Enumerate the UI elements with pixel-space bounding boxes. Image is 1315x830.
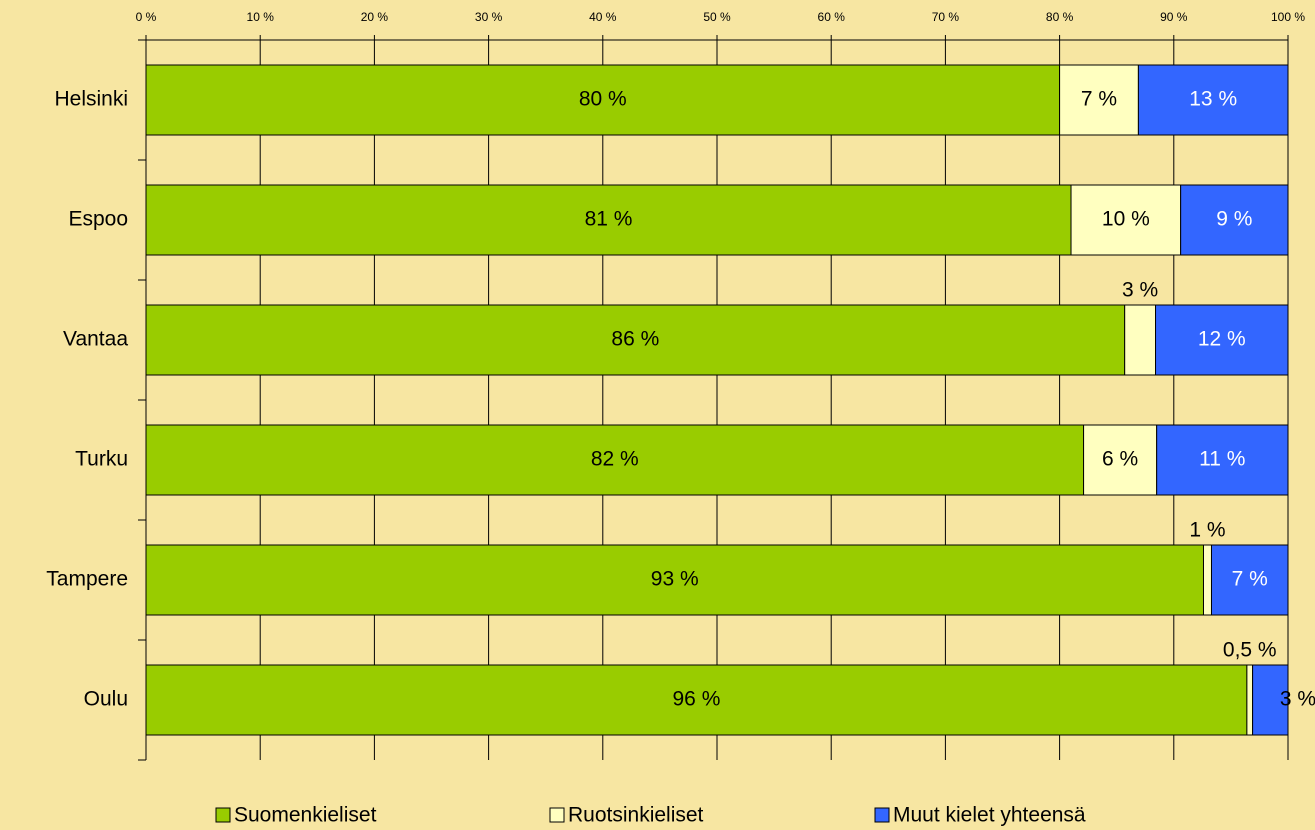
category-label: Vantaa xyxy=(63,328,128,351)
value-label: 80 % xyxy=(579,88,627,111)
bar-segment xyxy=(145,664,1248,736)
bar-segment xyxy=(145,424,1085,496)
value-label: 3 % xyxy=(1122,279,1158,302)
category-label: Tampere xyxy=(46,568,128,591)
category-label: Espoo xyxy=(68,208,128,231)
bar-segment xyxy=(1156,424,1289,496)
x-tick-label: 10 % xyxy=(247,10,275,24)
value-label: 6 % xyxy=(1102,448,1138,471)
bar-segment xyxy=(1246,664,1254,736)
value-label: 86 % xyxy=(611,328,659,351)
x-tick-label: 70 % xyxy=(932,10,960,24)
legend-swatch xyxy=(549,807,565,823)
value-label: 11 % xyxy=(1199,448,1245,471)
category-label: Helsinki xyxy=(54,88,128,111)
value-label: 0,5 % xyxy=(1223,639,1277,662)
bar-segment xyxy=(1210,544,1289,616)
bar-segment xyxy=(1124,304,1157,376)
category-label: Turku xyxy=(75,448,128,471)
legend-label: Muut kielet yhteensä xyxy=(893,804,1086,827)
bar-segment xyxy=(1180,184,1289,256)
value-label: 1 % xyxy=(1189,519,1225,542)
x-tick-label: 40 % xyxy=(589,10,617,24)
value-label: 93 % xyxy=(651,568,699,591)
x-tick-label: 20 % xyxy=(361,10,389,24)
value-label: 96 % xyxy=(673,688,721,711)
legend-swatch xyxy=(215,807,231,823)
value-label: 7 % xyxy=(1081,88,1117,111)
bar-segment xyxy=(1202,544,1212,616)
value-label: 7 % xyxy=(1232,568,1268,591)
legend-label: Ruotsinkieliset xyxy=(568,804,704,827)
bar-segment xyxy=(1252,664,1289,736)
value-label: 12 % xyxy=(1198,328,1246,351)
value-label: 9 % xyxy=(1216,208,1252,231)
value-label: 13 % xyxy=(1189,88,1237,111)
value-label: 3 % xyxy=(1280,688,1315,711)
legend-swatch xyxy=(874,807,890,823)
x-tick-label: 50 % xyxy=(703,10,731,24)
bar-segment xyxy=(145,184,1072,256)
x-tick-label: 90 % xyxy=(1160,10,1188,24)
category-label: Oulu xyxy=(84,688,128,711)
bar-segment xyxy=(145,304,1126,376)
x-tick-label: 100 % xyxy=(1271,10,1305,24)
bar-segment xyxy=(1155,304,1289,376)
x-tick-label: 0 % xyxy=(136,10,157,24)
x-tick-label: 60 % xyxy=(818,10,846,24)
value-label: 10 % xyxy=(1102,208,1150,231)
bar-segment xyxy=(1083,424,1158,496)
x-tick-label: 30 % xyxy=(475,10,503,24)
legend-label: Suomenkieliset xyxy=(234,804,377,827)
value-label: 81 % xyxy=(585,208,633,231)
bar-segment xyxy=(145,544,1204,616)
x-tick-label: 80 % xyxy=(1046,10,1074,24)
bar-segment xyxy=(145,64,1061,136)
value-label: 82 % xyxy=(591,448,639,471)
bar-segment xyxy=(1070,184,1182,256)
bar-segment xyxy=(1137,64,1289,136)
